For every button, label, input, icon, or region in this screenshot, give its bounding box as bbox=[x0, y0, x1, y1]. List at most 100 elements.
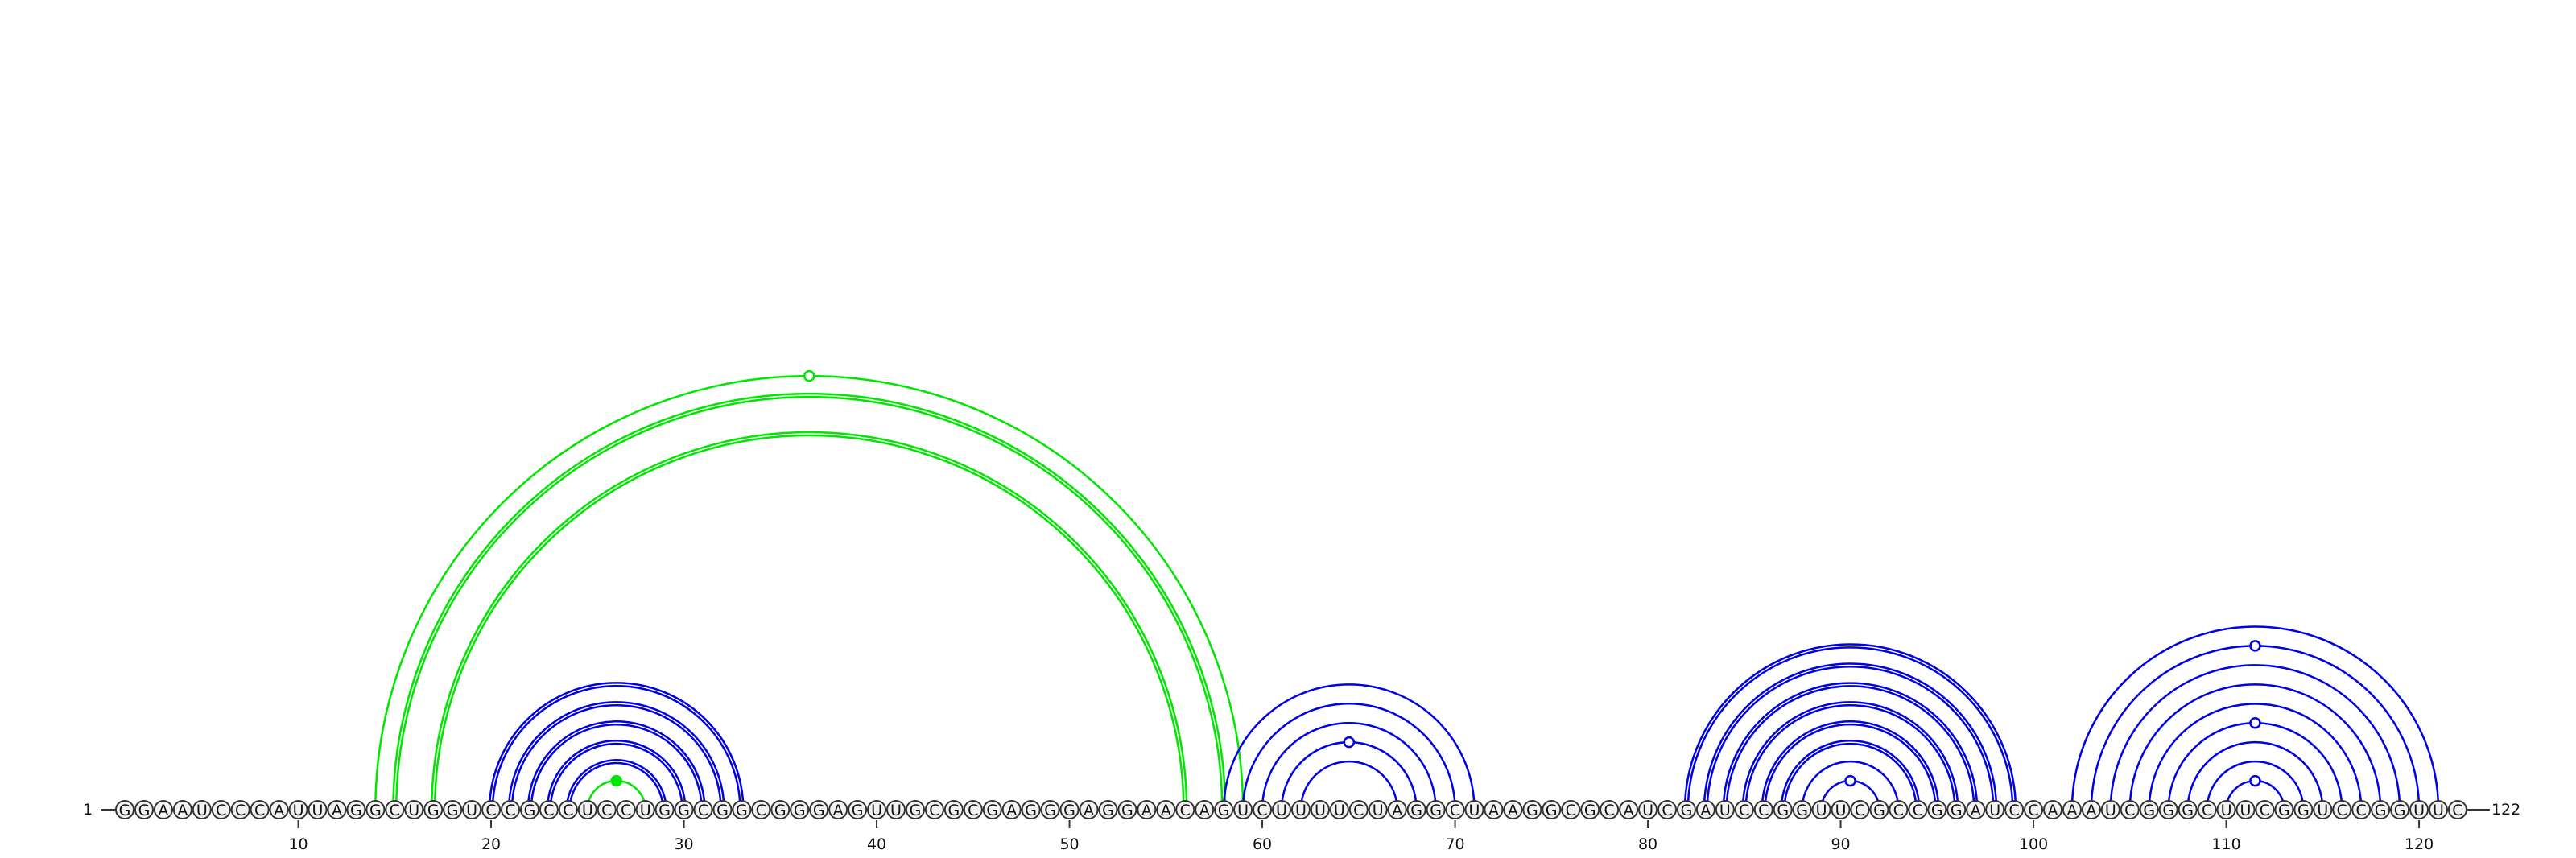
nucleotide-circle bbox=[134, 800, 154, 819]
nucleotide-letter: C bbox=[1739, 802, 1749, 819]
nucleotide-letter: C bbox=[2337, 802, 2347, 819]
nucleotide-circle bbox=[2216, 800, 2236, 819]
nucleotide-letter: A bbox=[177, 802, 188, 819]
nucleotide-letter: C bbox=[485, 802, 496, 819]
arc-apex-marker bbox=[2249, 640, 2261, 652]
base-pair-arc bbox=[1299, 760, 1398, 811]
tick-label: 40 bbox=[867, 835, 886, 853]
nucleotide-letter: A bbox=[1971, 802, 1981, 819]
nucleotide-letter: G bbox=[1546, 802, 1558, 819]
nucleotide-circle bbox=[1985, 800, 2005, 819]
nucleotide-letter: A bbox=[158, 802, 168, 819]
nucleotide-circle bbox=[982, 800, 1002, 819]
nucleotide-circle bbox=[1850, 800, 1870, 819]
nucleotide-circle bbox=[1175, 800, 1195, 819]
nucleotide-circle bbox=[1426, 800, 1446, 819]
nucleotide-circle bbox=[693, 800, 713, 819]
base-pair-arc bbox=[565, 758, 667, 811]
base-pair-arc bbox=[1783, 743, 1918, 811]
nucleotide-letter: C bbox=[2356, 802, 2367, 819]
nucleotide-letter: U bbox=[1237, 802, 1249, 819]
nucleotide-letter: G bbox=[658, 802, 671, 819]
nucleotide-circle bbox=[2004, 800, 2025, 819]
nucleotide-letter: G bbox=[947, 802, 960, 819]
nucleotide-letter: C bbox=[621, 802, 631, 819]
nucleotide-circle bbox=[1773, 800, 1793, 819]
nucleotide-circle bbox=[2409, 800, 2429, 819]
nucleotide-circle bbox=[1811, 800, 1831, 819]
nucleotide-circle bbox=[732, 800, 752, 819]
nucleotide-letter: C bbox=[1893, 802, 1904, 819]
nucleotide-letter: C bbox=[1855, 802, 1865, 819]
nucleotide-circle bbox=[1098, 800, 1118, 819]
nucleotide-circle bbox=[1580, 800, 1600, 819]
nucleotide-letter: C bbox=[1450, 802, 1460, 819]
tick-layer: 10 20 30 40 50 60 70 80 90 100 110 120 bbox=[288, 820, 2434, 853]
base-pair-arc bbox=[431, 431, 1188, 811]
nucleotide-letter: A bbox=[1624, 802, 1634, 819]
nucleotide-letter: C bbox=[2008, 802, 2019, 819]
nucleotide-letter: C bbox=[390, 802, 400, 819]
nucleotide-letter: G bbox=[716, 802, 729, 819]
nucleotide-circle bbox=[1657, 800, 1677, 819]
nucleotide-letter: G bbox=[2278, 802, 2290, 819]
nucleotide-letter: A bbox=[1141, 802, 1152, 819]
arc-layer bbox=[374, 369, 2440, 811]
nucleotide-letter: G bbox=[794, 802, 806, 819]
nucleotide-circle bbox=[481, 800, 502, 819]
nucleotide-circle bbox=[2447, 800, 2467, 819]
arc-apex-marker bbox=[1844, 774, 1856, 787]
nucleotide-circle bbox=[230, 800, 250, 819]
tick-label: 100 bbox=[2019, 835, 2048, 853]
nucleotide-letter: G bbox=[2182, 802, 2194, 819]
nucleotide-letter: G bbox=[1121, 802, 1133, 819]
nucleotide-circle bbox=[1503, 800, 1523, 819]
nucleotide-letter: G bbox=[1102, 802, 1114, 819]
nucleotide-letter: G bbox=[678, 802, 690, 819]
nucleotide-letter: U bbox=[640, 802, 651, 819]
nucleotide-letter: G bbox=[1681, 802, 1693, 819]
nucleotide-letter: G bbox=[1025, 802, 1037, 819]
nucleotide-circle bbox=[2081, 800, 2101, 819]
base-pair-arc bbox=[546, 740, 687, 811]
nucleotide-circle bbox=[1908, 800, 1928, 819]
tick-label: 10 bbox=[288, 835, 308, 853]
nucleotide-letter: U bbox=[582, 802, 593, 819]
nucleotide-letter: C bbox=[1566, 802, 1576, 819]
nucleotide-circle bbox=[1368, 800, 1388, 819]
nucleotide-circle bbox=[288, 800, 308, 819]
nucleotide-circle bbox=[674, 800, 694, 819]
nucleotide-circle bbox=[1137, 800, 1157, 819]
nucleotide-letter: A bbox=[833, 802, 844, 819]
nucleotide-letter: C bbox=[2028, 802, 2038, 819]
base-pair-arc bbox=[549, 742, 683, 811]
nucleotide-letter: C bbox=[563, 802, 573, 819]
base-pair-arc bbox=[1722, 682, 1979, 811]
nucleotide-letter: C bbox=[1180, 802, 1191, 819]
nucleotide-circle bbox=[809, 800, 829, 819]
nucleotide-letter: C bbox=[1257, 802, 1267, 819]
nucleotide-letter: U bbox=[1989, 802, 2000, 819]
nucleotide-letter: G bbox=[1218, 802, 1230, 819]
nucleotide-letter: U bbox=[293, 802, 304, 819]
nucleotide-circle bbox=[2313, 800, 2333, 819]
base-pair-arc bbox=[507, 701, 725, 811]
base-pair-arc bbox=[510, 704, 722, 811]
nucleotide-circle bbox=[1253, 800, 1273, 819]
nucleotide-circle bbox=[365, 800, 386, 819]
arc-apex-marker bbox=[2249, 716, 2261, 729]
nucleotide-letter: U bbox=[2413, 802, 2425, 819]
nucleotide-letter: A bbox=[2066, 802, 2077, 819]
nucleotide-circle bbox=[1233, 800, 1253, 819]
nucleotide-letter: U bbox=[1276, 802, 1287, 819]
nucleotide-circle bbox=[848, 800, 868, 819]
base-pair-arc bbox=[2148, 703, 2363, 811]
nucleotide-letter: G bbox=[2394, 802, 2406, 819]
nucleotide-letter: G bbox=[1044, 802, 1056, 819]
nucleotide-letter: U bbox=[2317, 802, 2328, 819]
base-pair-arc bbox=[392, 392, 1227, 811]
nucleotide-circle bbox=[462, 800, 482, 819]
nucleotide-letter: U bbox=[1469, 802, 1480, 819]
nucleotide-circle bbox=[2371, 800, 2391, 819]
